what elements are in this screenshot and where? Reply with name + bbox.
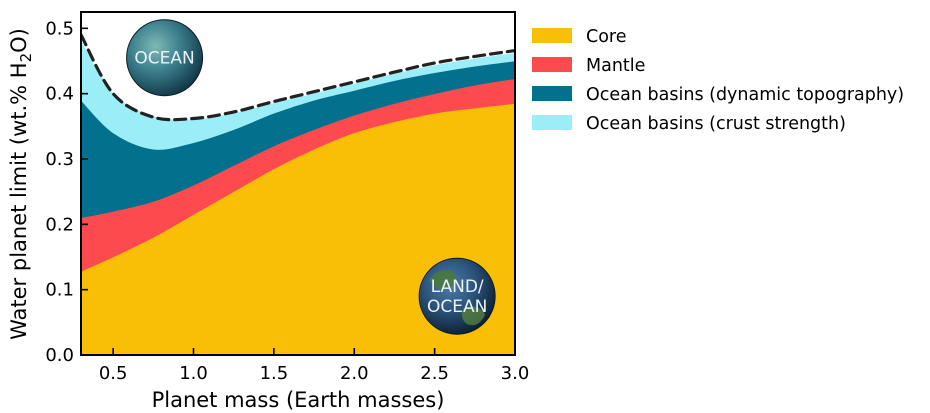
legend-swatch-ocean-basins-crust-strength bbox=[532, 115, 572, 130]
ocean-planet-label: OCEAN bbox=[134, 49, 194, 69]
x-tick-label: 2.0 bbox=[340, 363, 369, 384]
legend-label-core: Core bbox=[586, 27, 627, 47]
y-tick-label: 0.3 bbox=[45, 149, 74, 170]
plot-frame bbox=[80, 11, 516, 356]
y-axis-title-subscript: 2 bbox=[17, 53, 35, 63]
land-mass bbox=[461, 306, 486, 326]
dashed-boundary-line bbox=[81, 33, 515, 122]
legend-swatch-ocean-basins-dynamic-topography bbox=[532, 86, 572, 101]
x-axis-title: Planet mass (Earth masses) bbox=[152, 388, 445, 412]
land-ocean-planet-label: OCEAN bbox=[427, 297, 487, 317]
legend-label-mantle: Mantle bbox=[586, 56, 645, 76]
area-ocean-basins-crust-strength bbox=[81, 40, 515, 150]
y-axis-title-end: O) bbox=[7, 28, 31, 53]
x-tick-label: 1.5 bbox=[260, 363, 289, 384]
x-tick-label: 1.0 bbox=[179, 363, 208, 384]
y-tick-label: 0.1 bbox=[45, 280, 74, 301]
y-axis-title: Water planet limit (wt.% H2O) bbox=[7, 28, 35, 340]
x-tick-label: 0.5 bbox=[99, 363, 128, 384]
stacked-areas bbox=[81, 40, 515, 355]
land-ocean-planet-label: LAND/ bbox=[431, 277, 484, 297]
y-tick-label: 0.2 bbox=[45, 214, 74, 235]
x-tick-label: 2.5 bbox=[420, 363, 449, 384]
y-tick-label: 0.0 bbox=[45, 345, 74, 366]
x-axis: 0.5 1.0 1.5 2.0 2.5 3.0 bbox=[99, 348, 529, 384]
land-mass bbox=[429, 270, 457, 290]
ocean-planet-icon: OCEAN bbox=[126, 19, 204, 97]
boundary-layer bbox=[81, 33, 515, 122]
y-tick-label: 0.5 bbox=[45, 18, 74, 39]
legend-swatch-core bbox=[532, 28, 572, 43]
x-tick-label: 3.0 bbox=[501, 363, 530, 384]
legend: Core Mantle Ocean basins (dynamic topograp… bbox=[532, 27, 904, 134]
y-tick-label: 0.4 bbox=[45, 84, 74, 105]
legend-swatch-mantle bbox=[532, 57, 572, 72]
y-axis: 0.0 0.1 0.2 0.3 0.4 0.5 bbox=[45, 18, 88, 366]
legend-label-ocean-basins-crust-strength: Ocean basins (crust strength) bbox=[586, 114, 846, 134]
y-axis-title-main: Water planet limit (wt.% H bbox=[7, 62, 31, 340]
legend-label-ocean-basins-dynamic-topography: Ocean basins (dynamic topography) bbox=[586, 85, 904, 105]
ocean-planet-disc bbox=[126, 19, 204, 97]
land-ocean-planet-icon: LAND/OCEAN bbox=[418, 257, 496, 335]
